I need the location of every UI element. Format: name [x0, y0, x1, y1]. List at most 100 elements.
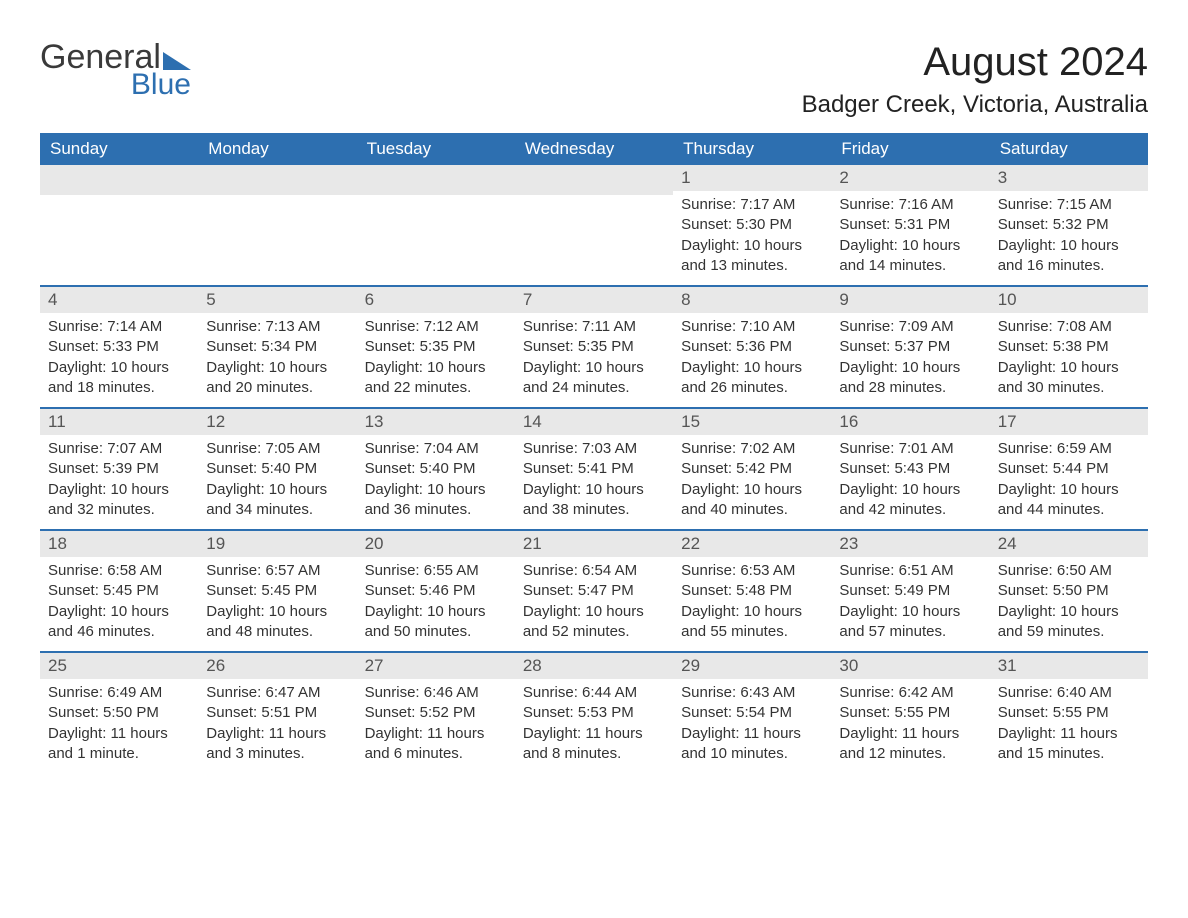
calendar-day-cell: 23Sunrise: 6:51 AMSunset: 5:49 PMDayligh… [831, 530, 989, 652]
day-details: Sunrise: 7:11 AMSunset: 5:35 PMDaylight:… [515, 313, 673, 406]
day-details: Sunrise: 7:02 AMSunset: 5:42 PMDaylight:… [673, 435, 831, 528]
day-number: 11 [40, 409, 198, 435]
day-number: 16 [831, 409, 989, 435]
weekday-header: Wednesday [515, 133, 673, 165]
calendar-day-cell: 11Sunrise: 7:07 AMSunset: 5:39 PMDayligh… [40, 408, 198, 530]
day-details: Sunrise: 6:53 AMSunset: 5:48 PMDaylight:… [673, 557, 831, 650]
calendar-day-cell: 2Sunrise: 7:16 AMSunset: 5:31 PMDaylight… [831, 165, 989, 286]
day-details: Sunrise: 6:44 AMSunset: 5:53 PMDaylight:… [515, 679, 673, 772]
title-block: August 2024 Badger Creek, Victoria, Aust… [802, 40, 1148, 119]
calendar-day-cell: 29Sunrise: 6:43 AMSunset: 5:54 PMDayligh… [673, 652, 831, 773]
calendar-day-cell: 22Sunrise: 6:53 AMSunset: 5:48 PMDayligh… [673, 530, 831, 652]
calendar-day-cell: 14Sunrise: 7:03 AMSunset: 5:41 PMDayligh… [515, 408, 673, 530]
calendar-day-cell: 31Sunrise: 6:40 AMSunset: 5:55 PMDayligh… [990, 652, 1148, 773]
calendar-day-cell [40, 165, 198, 286]
day-details: Sunrise: 6:58 AMSunset: 5:45 PMDaylight:… [40, 557, 198, 650]
day-number: 8 [673, 287, 831, 313]
day-number: 5 [198, 287, 356, 313]
calendar-day-cell: 4Sunrise: 7:14 AMSunset: 5:33 PMDaylight… [40, 286, 198, 408]
weekday-header-row: SundayMondayTuesdayWednesdayThursdayFrid… [40, 133, 1148, 165]
calendar-week-row: 4Sunrise: 7:14 AMSunset: 5:33 PMDaylight… [40, 286, 1148, 408]
day-number: 10 [990, 287, 1148, 313]
day-details: Sunrise: 7:03 AMSunset: 5:41 PMDaylight:… [515, 435, 673, 528]
calendar-week-row: 1Sunrise: 7:17 AMSunset: 5:30 PMDaylight… [40, 165, 1148, 286]
day-details: Sunrise: 6:42 AMSunset: 5:55 PMDaylight:… [831, 679, 989, 772]
day-details: Sunrise: 6:55 AMSunset: 5:46 PMDaylight:… [357, 557, 515, 650]
calendar-day-cell: 25Sunrise: 6:49 AMSunset: 5:50 PMDayligh… [40, 652, 198, 773]
calendar-day-cell: 27Sunrise: 6:46 AMSunset: 5:52 PMDayligh… [357, 652, 515, 773]
day-details: Sunrise: 7:04 AMSunset: 5:40 PMDaylight:… [357, 435, 515, 528]
day-number: 2 [831, 165, 989, 191]
calendar-day-cell: 8Sunrise: 7:10 AMSunset: 5:36 PMDaylight… [673, 286, 831, 408]
calendar-week-row: 11Sunrise: 7:07 AMSunset: 5:39 PMDayligh… [40, 408, 1148, 530]
day-number: 28 [515, 653, 673, 679]
calendar-day-cell [357, 165, 515, 286]
day-number: 21 [515, 531, 673, 557]
day-details: Sunrise: 6:43 AMSunset: 5:54 PMDaylight:… [673, 679, 831, 772]
brand-logo: General Blue [40, 40, 191, 100]
calendar-day-cell: 6Sunrise: 7:12 AMSunset: 5:35 PMDaylight… [357, 286, 515, 408]
calendar-day-cell: 19Sunrise: 6:57 AMSunset: 5:45 PMDayligh… [198, 530, 356, 652]
calendar-day-cell: 10Sunrise: 7:08 AMSunset: 5:38 PMDayligh… [990, 286, 1148, 408]
day-details: Sunrise: 6:40 AMSunset: 5:55 PMDaylight:… [990, 679, 1148, 772]
day-details: Sunrise: 7:05 AMSunset: 5:40 PMDaylight:… [198, 435, 356, 528]
calendar-day-cell: 16Sunrise: 7:01 AMSunset: 5:43 PMDayligh… [831, 408, 989, 530]
day-number: 20 [357, 531, 515, 557]
day-number: 7 [515, 287, 673, 313]
day-details: Sunrise: 7:14 AMSunset: 5:33 PMDaylight:… [40, 313, 198, 406]
weekday-header: Thursday [673, 133, 831, 165]
calendar-day-cell: 20Sunrise: 6:55 AMSunset: 5:46 PMDayligh… [357, 530, 515, 652]
day-number: 4 [40, 287, 198, 313]
day-number: 3 [990, 165, 1148, 191]
weekday-header: Saturday [990, 133, 1148, 165]
day-number: 14 [515, 409, 673, 435]
calendar-day-cell: 18Sunrise: 6:58 AMSunset: 5:45 PMDayligh… [40, 530, 198, 652]
calendar-day-cell: 24Sunrise: 6:50 AMSunset: 5:50 PMDayligh… [990, 530, 1148, 652]
weekday-header: Monday [198, 133, 356, 165]
calendar-day-cell: 3Sunrise: 7:15 AMSunset: 5:32 PMDaylight… [990, 165, 1148, 286]
day-number: 31 [990, 653, 1148, 679]
weekday-header: Sunday [40, 133, 198, 165]
calendar-day-cell: 30Sunrise: 6:42 AMSunset: 5:55 PMDayligh… [831, 652, 989, 773]
day-number: 30 [831, 653, 989, 679]
day-details: Sunrise: 7:08 AMSunset: 5:38 PMDaylight:… [990, 313, 1148, 406]
calendar-day-cell: 13Sunrise: 7:04 AMSunset: 5:40 PMDayligh… [357, 408, 515, 530]
day-details: Sunrise: 7:09 AMSunset: 5:37 PMDaylight:… [831, 313, 989, 406]
day-number: 13 [357, 409, 515, 435]
day-details: Sunrise: 7:12 AMSunset: 5:35 PMDaylight:… [357, 313, 515, 406]
day-number: 12 [198, 409, 356, 435]
day-number: 15 [673, 409, 831, 435]
day-details: Sunrise: 6:46 AMSunset: 5:52 PMDaylight:… [357, 679, 515, 772]
location-subtitle: Badger Creek, Victoria, Australia [802, 91, 1148, 119]
day-number: 22 [673, 531, 831, 557]
day-number: 26 [198, 653, 356, 679]
day-number: 6 [357, 287, 515, 313]
calendar-week-row: 25Sunrise: 6:49 AMSunset: 5:50 PMDayligh… [40, 652, 1148, 773]
day-details: Sunrise: 7:13 AMSunset: 5:34 PMDaylight:… [198, 313, 356, 406]
day-number: 1 [673, 165, 831, 191]
page-header: General Blue August 2024 Badger Creek, V… [40, 40, 1148, 119]
day-details: Sunrise: 7:01 AMSunset: 5:43 PMDaylight:… [831, 435, 989, 528]
calendar-day-cell: 28Sunrise: 6:44 AMSunset: 5:53 PMDayligh… [515, 652, 673, 773]
day-details: Sunrise: 7:07 AMSunset: 5:39 PMDaylight:… [40, 435, 198, 528]
calendar-day-cell: 15Sunrise: 7:02 AMSunset: 5:42 PMDayligh… [673, 408, 831, 530]
weekday-header: Tuesday [357, 133, 515, 165]
calendar-day-cell: 26Sunrise: 6:47 AMSunset: 5:51 PMDayligh… [198, 652, 356, 773]
calendar-day-cell: 5Sunrise: 7:13 AMSunset: 5:34 PMDaylight… [198, 286, 356, 408]
day-details: Sunrise: 7:10 AMSunset: 5:36 PMDaylight:… [673, 313, 831, 406]
calendar-day-cell: 17Sunrise: 6:59 AMSunset: 5:44 PMDayligh… [990, 408, 1148, 530]
day-number: 29 [673, 653, 831, 679]
calendar-day-cell: 9Sunrise: 7:09 AMSunset: 5:37 PMDaylight… [831, 286, 989, 408]
day-number: 25 [40, 653, 198, 679]
calendar-week-row: 18Sunrise: 6:58 AMSunset: 5:45 PMDayligh… [40, 530, 1148, 652]
day-details: Sunrise: 6:59 AMSunset: 5:44 PMDaylight:… [990, 435, 1148, 528]
month-title: August 2024 [802, 40, 1148, 85]
day-number: 23 [831, 531, 989, 557]
day-number: 24 [990, 531, 1148, 557]
day-details: Sunrise: 6:54 AMSunset: 5:47 PMDaylight:… [515, 557, 673, 650]
day-details: Sunrise: 7:15 AMSunset: 5:32 PMDaylight:… [990, 191, 1148, 284]
calendar-day-cell [198, 165, 356, 286]
day-number: 17 [990, 409, 1148, 435]
calendar-day-cell [515, 165, 673, 286]
day-number: 9 [831, 287, 989, 313]
